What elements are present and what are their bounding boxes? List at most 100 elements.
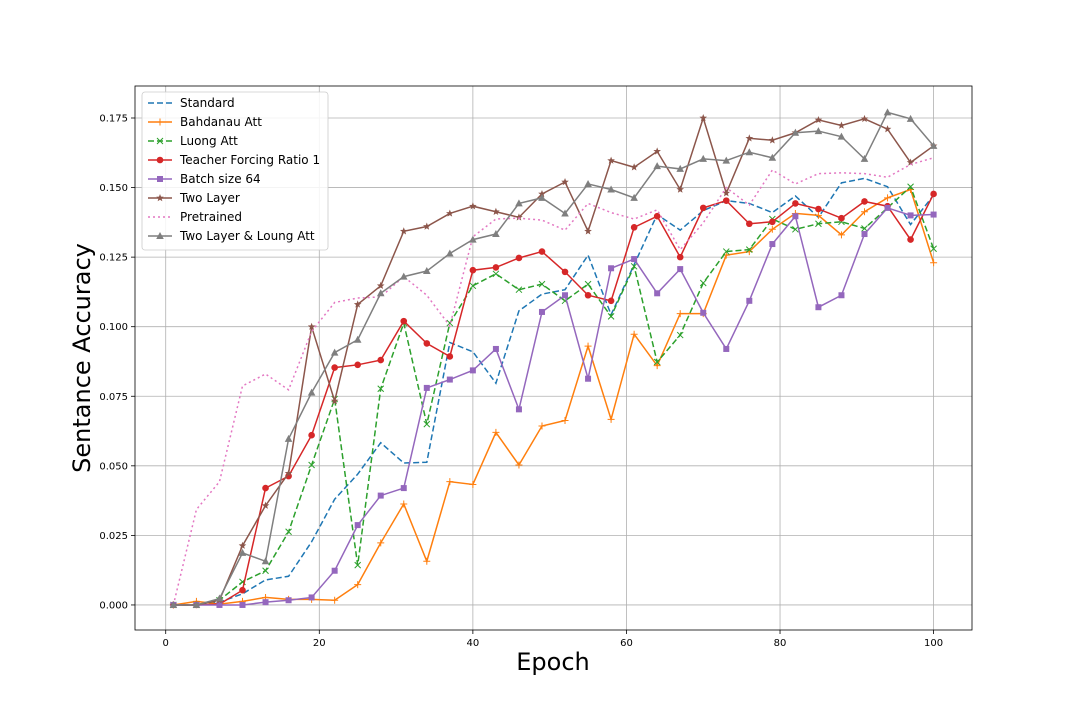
data-point — [538, 308, 545, 315]
data-point — [215, 594, 224, 602]
data-point — [746, 297, 753, 304]
data-point — [584, 342, 592, 350]
data-point — [446, 376, 453, 383]
data-point — [400, 317, 408, 325]
data-point — [307, 322, 316, 330]
data-point — [814, 211, 822, 219]
data-point — [469, 367, 476, 374]
data-point — [331, 364, 338, 371]
data-point — [907, 183, 914, 191]
x-tick-label: 100 — [924, 638, 943, 649]
data-point — [376, 281, 385, 290]
data-point — [239, 586, 246, 594]
data-point — [538, 193, 546, 201]
data-point — [423, 420, 431, 428]
y-tick-label: 0.100 — [99, 322, 128, 333]
data-point — [538, 248, 546, 255]
legend-marker — [156, 118, 164, 126]
data-point — [768, 136, 777, 144]
data-point — [561, 178, 569, 186]
data-point — [884, 194, 892, 202]
data-point — [353, 335, 362, 343]
data-point — [699, 154, 708, 162]
data-point — [815, 220, 822, 228]
data-point — [446, 209, 454, 217]
data-point — [630, 193, 638, 201]
data-point — [400, 485, 407, 492]
data-point — [884, 204, 891, 211]
data-point — [814, 127, 823, 135]
data-point — [423, 340, 431, 347]
data-point — [354, 561, 362, 569]
data-point — [261, 557, 270, 565]
data-point — [538, 422, 546, 430]
data-point — [630, 330, 638, 338]
data-point — [699, 114, 708, 122]
data-point — [653, 162, 661, 170]
data-point — [446, 353, 454, 360]
data-point — [515, 461, 523, 469]
data-point — [907, 212, 914, 219]
data-point — [422, 222, 431, 230]
data-point — [722, 197, 730, 204]
data-point — [792, 213, 799, 220]
y-tick-label: 0.150 — [99, 183, 128, 194]
data-point — [469, 266, 477, 274]
x-tick-label: 20 — [313, 638, 326, 649]
data-point — [769, 218, 776, 226]
legend-item: Two Layer & Loung Att — [148, 229, 315, 243]
data-point — [538, 280, 546, 288]
data-point — [239, 601, 246, 608]
data-point — [377, 356, 385, 364]
data-point — [469, 235, 477, 243]
legend-item: Batch size 64 — [148, 172, 261, 186]
data-point — [607, 297, 615, 305]
series-7 — [169, 108, 938, 608]
x-tick-label: 80 — [774, 638, 787, 649]
data-point — [860, 114, 869, 123]
data-point — [792, 200, 799, 207]
data-point — [192, 600, 201, 608]
data-point — [492, 207, 500, 216]
y-tick-label: 0.050 — [99, 461, 128, 472]
data-point — [861, 198, 868, 205]
data-point — [469, 202, 477, 210]
data-point — [653, 147, 661, 155]
data-point — [584, 227, 592, 235]
data-point — [768, 225, 776, 233]
data-point — [930, 259, 938, 267]
data-point — [861, 225, 868, 232]
data-point — [607, 185, 615, 193]
data-point — [815, 205, 822, 213]
y-tick-label: 0.175 — [99, 114, 128, 125]
data-point — [262, 599, 269, 606]
data-point — [860, 154, 869, 162]
legend-label: Batch size 64 — [180, 172, 261, 186]
legend-item: Teacher Forcing Ratio 1 — [148, 153, 320, 167]
data-point — [584, 179, 592, 187]
data-point — [423, 557, 431, 565]
data-point — [238, 548, 247, 556]
data-point — [238, 541, 247, 549]
x-axis-title: Epoch — [516, 648, 590, 676]
legend-label: Bahdanau Att — [180, 115, 262, 129]
legend-label: Teacher Forcing Ratio 1 — [179, 153, 320, 167]
data-point — [860, 208, 868, 216]
data-point — [492, 264, 500, 271]
data-point — [699, 279, 707, 287]
data-point — [562, 292, 569, 299]
data-point — [653, 358, 661, 366]
series-layer — [169, 108, 938, 609]
legend-item: Standard — [148, 96, 235, 110]
data-point — [676, 185, 685, 193]
data-point — [169, 600, 178, 608]
data-point — [745, 134, 754, 142]
data-point — [308, 594, 315, 601]
data-point — [515, 213, 523, 221]
data-point — [837, 121, 846, 129]
data-point — [677, 266, 684, 273]
legend-box — [141, 91, 329, 251]
y-tick-label: 0.075 — [99, 392, 128, 403]
data-point — [262, 567, 269, 575]
